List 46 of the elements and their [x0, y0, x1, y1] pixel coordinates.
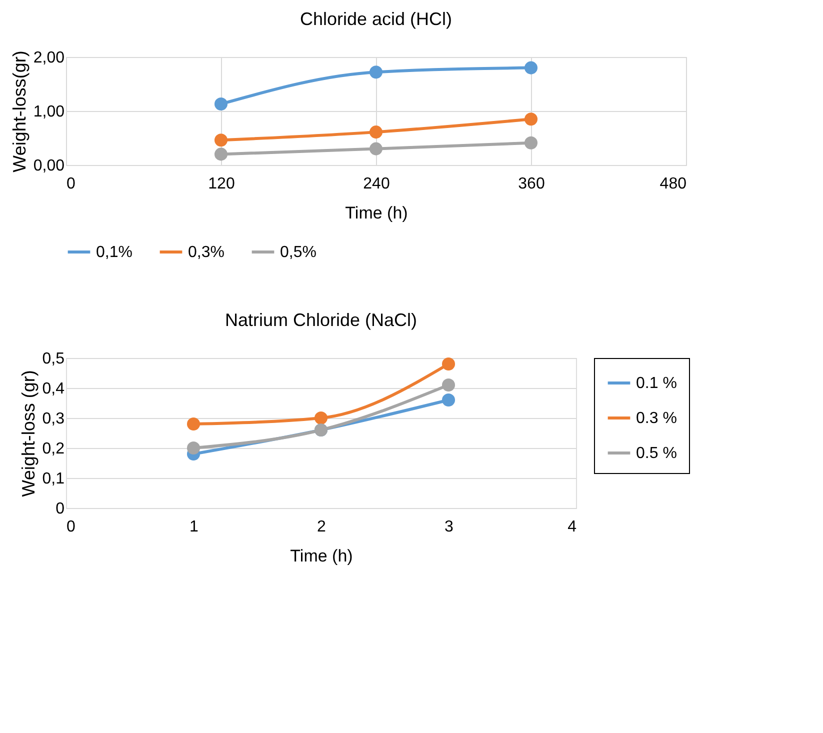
point: [369, 126, 383, 139]
x-tick-label: 2: [317, 518, 326, 536]
y-tick-label: 2,00: [33, 50, 65, 66]
x-tick-label: 0: [66, 518, 76, 536]
x-tick-label: 1: [190, 518, 199, 536]
point: [214, 134, 228, 147]
chart-title: Chloride acid (HCl): [300, 9, 452, 29]
legend-label: 0.1 %: [636, 375, 677, 392]
y-axis-title: Weight-loss(gr): [9, 50, 30, 172]
y-tick-label: 0,5: [42, 350, 65, 368]
point: [369, 142, 383, 156]
x-tick-label: 120: [208, 176, 235, 192]
y-tick-label: 0,2: [42, 440, 65, 458]
y-tick-label: 0,3: [42, 410, 65, 428]
chart-title: Natrium Chloride (NaCl): [224, 310, 418, 330]
point: [442, 378, 456, 392]
x-axis-title: Time (h): [290, 546, 353, 566]
legend-label: 0,1%: [96, 244, 132, 261]
x-axis-title: Time (h): [345, 204, 408, 222]
x-tick-label: 0: [66, 176, 76, 192]
y-tick-label: 1,00: [33, 104, 65, 120]
point: [524, 112, 538, 126]
point: [186, 441, 200, 455]
legend-label: 0,5%: [280, 244, 316, 261]
point: [369, 66, 383, 79]
point: [314, 411, 328, 425]
legend-label: 0.3 %: [636, 410, 677, 427]
point: [524, 61, 538, 74]
y-tick-label: 0: [56, 500, 65, 518]
point: [214, 97, 228, 110]
point: [442, 393, 456, 407]
point: [442, 357, 456, 371]
y-tick-label: 0,1: [42, 470, 65, 488]
x-tick-label: 360: [518, 176, 545, 192]
x-tick-label: 480: [660, 176, 687, 192]
point: [524, 136, 538, 150]
y-tick-label: 0,4: [42, 380, 65, 398]
legend-label: 0.5 %: [636, 445, 677, 462]
point: [214, 148, 228, 161]
y-axis-title: Weight-loss (gr): [18, 370, 38, 497]
x-tick-label: 3: [444, 518, 454, 536]
x-tick-label: 240: [363, 176, 390, 192]
point: [186, 417, 200, 431]
x-tick-label: 4: [568, 518, 577, 536]
legend-label: 0,3%: [188, 244, 224, 261]
y-tick-label: 0,00: [33, 158, 65, 174]
